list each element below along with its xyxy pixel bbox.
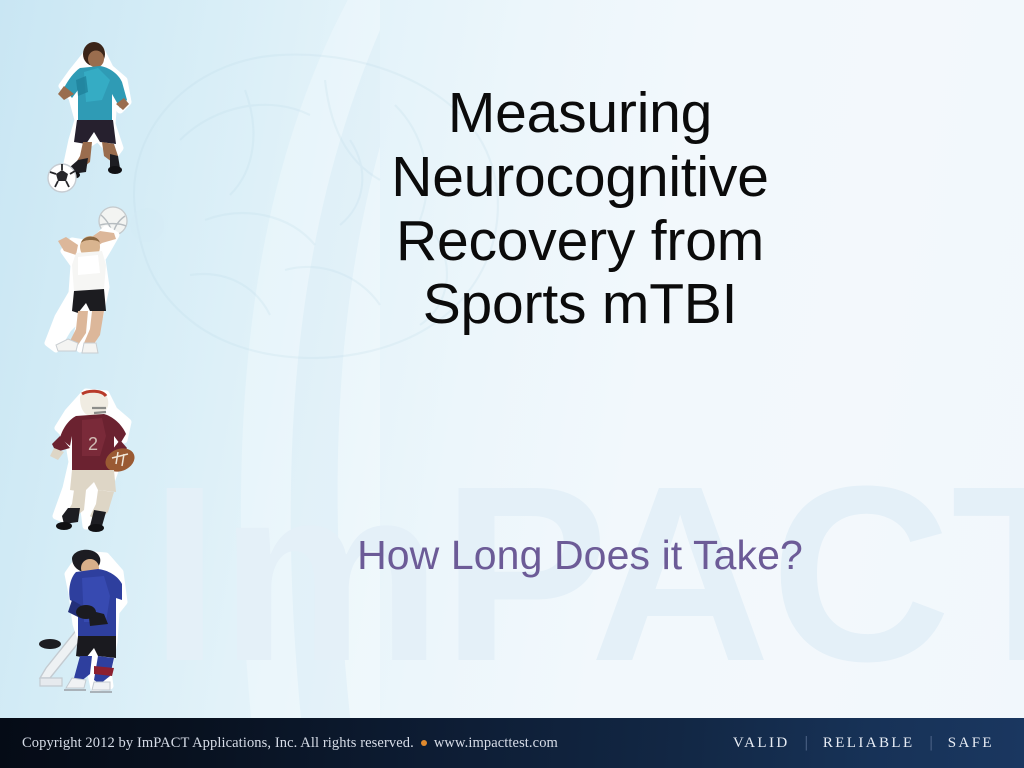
- tagline-reliable: RELIABLE: [822, 734, 915, 751]
- slide-footer: Copyright 2012 by ImPACT Applications, I…: [0, 718, 1024, 768]
- website-link[interactable]: www.impacttest.com: [433, 734, 558, 751]
- title-line-3: Recovery from: [396, 208, 764, 273]
- impact-wordmark-watermark: ImPACT: [150, 455, 1024, 713]
- title-line-4: Sports mTBI: [422, 272, 738, 337]
- athlete-image-column: 2: [28, 18, 158, 698]
- tagline-safe: SAFE: [947, 734, 994, 751]
- watermark-text: ImPACT: [150, 455, 1024, 713]
- footer-copyright-group: Copyright 2012 by ImPACT Applications, I…: [22, 735, 558, 752]
- tagline-valid: VALID: [732, 734, 790, 751]
- volleyball-player-image: [44, 206, 128, 354]
- slide-title: Measuring Neurocognitive Recovery from S…: [300, 81, 860, 337]
- football-player-image: 2: [50, 388, 135, 532]
- title-line-1: Measuring: [447, 81, 713, 145]
- hockey-player-image: [38, 549, 128, 693]
- copyright-text: Copyright 2012 by ImPACT Applications, I…: [22, 734, 414, 751]
- title-line-2: Neurocognitive: [391, 144, 769, 209]
- tagline-separator-2: |: [929, 734, 933, 751]
- soccer-player-image: [47, 42, 132, 193]
- bullet-separator-icon: [420, 740, 427, 746]
- slide-subtitle: How Long Does it Take?: [357, 532, 803, 578]
- footer-taglines: VALID | RELIABLE | SAFE: [733, 734, 994, 752]
- tagline-separator-1: |: [804, 734, 808, 751]
- svg-text:2: 2: [88, 434, 98, 454]
- soccer-ball-icon: [47, 163, 77, 193]
- hockey-puck-icon: [39, 639, 61, 649]
